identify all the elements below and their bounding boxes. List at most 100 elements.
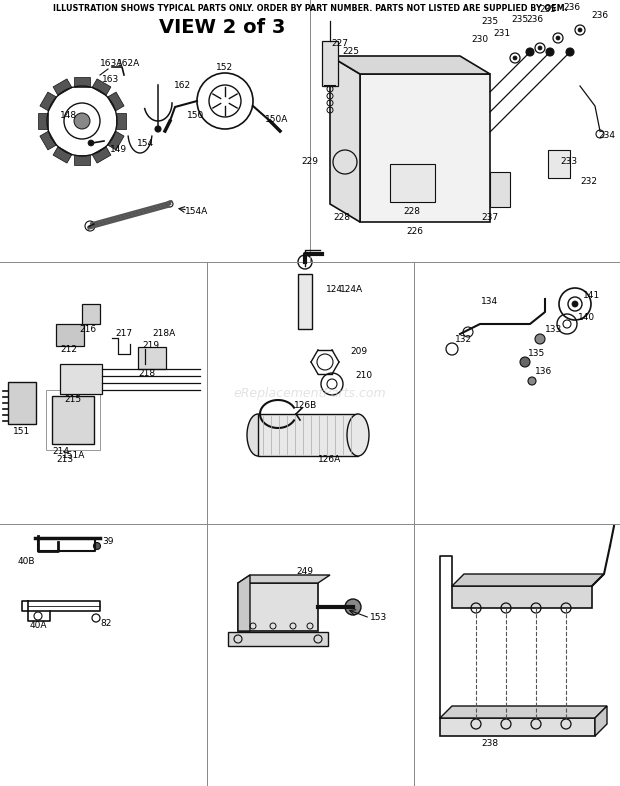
Circle shape [88,140,94,146]
Text: 39: 39 [102,537,113,545]
Polygon shape [38,113,48,129]
Text: 214: 214 [52,447,69,457]
Text: 236: 236 [526,16,544,24]
Text: 134: 134 [482,297,498,307]
Polygon shape [53,146,72,163]
Polygon shape [452,574,604,586]
Bar [390,164,435,202]
Circle shape [566,48,574,56]
Text: 216: 216 [79,325,97,333]
Text: 133: 133 [545,325,562,333]
Text: 150: 150 [187,111,204,119]
Bar [56,324,84,346]
Polygon shape [40,92,56,111]
Polygon shape [595,706,607,736]
Text: 226: 226 [407,227,423,237]
Circle shape [94,542,100,549]
Bar [52,396,94,444]
Bar [60,364,102,394]
Polygon shape [238,575,330,583]
Circle shape [345,599,361,615]
Text: 219: 219 [142,341,159,351]
Bar [452,586,592,608]
Bar [360,74,490,222]
Text: 140: 140 [578,314,595,322]
Polygon shape [116,113,126,129]
Text: 228: 228 [404,208,420,216]
Text: 232: 232 [580,177,597,185]
Bar [440,718,595,736]
Polygon shape [107,92,124,111]
Bar [322,41,338,86]
Polygon shape [74,155,90,165]
Bar [46,390,100,450]
Text: 238: 238 [482,740,498,748]
Text: 218: 218 [138,369,155,379]
Bar [238,583,318,631]
Polygon shape [92,79,111,96]
Circle shape [556,36,560,40]
Text: 154: 154 [137,138,154,148]
Text: 149: 149 [110,145,127,153]
Ellipse shape [247,414,269,456]
Circle shape [578,28,582,32]
Text: 126A: 126A [319,454,342,464]
Circle shape [528,377,536,385]
Text: 82: 82 [100,619,112,629]
Text: 163A: 163A [100,58,123,68]
Text: 150A: 150A [265,115,288,123]
Polygon shape [330,56,490,74]
Circle shape [526,48,534,56]
Text: 126B: 126B [294,402,317,410]
Text: 231: 231 [494,30,510,39]
Circle shape [572,301,578,307]
Text: 162: 162 [174,82,191,90]
Polygon shape [53,79,72,96]
Text: 132: 132 [455,335,472,343]
Text: 235: 235 [539,6,557,14]
Text: 162A: 162A [117,58,140,68]
Text: 148: 148 [60,112,77,120]
Polygon shape [40,131,56,150]
Text: 227: 227 [332,39,348,49]
Text: 236: 236 [591,10,609,20]
Text: 235: 235 [512,14,529,24]
Text: 124A: 124A [340,285,363,293]
Text: eReplacementParts.com: eReplacementParts.com [234,387,386,399]
Text: 151: 151 [14,428,30,436]
Text: 210: 210 [355,372,372,380]
Circle shape [546,48,554,56]
Text: 249: 249 [296,567,314,575]
Polygon shape [74,77,90,87]
Text: 237: 237 [482,212,498,222]
Text: 234: 234 [598,131,615,141]
Text: 233: 233 [560,156,577,166]
Text: 229: 229 [301,157,319,167]
Text: 225: 225 [342,46,359,56]
Text: 163: 163 [102,75,119,83]
Text: ILLUSTRATION SHOWS TYPICAL PARTS ONLY. ORDER BY PART NUMBER. PARTS NOT LISTED AR: ILLUSTRATION SHOWS TYPICAL PARTS ONLY. O… [53,4,567,13]
Text: 124: 124 [326,285,343,293]
Polygon shape [330,56,360,222]
Bar [490,172,510,207]
Text: 40B: 40B [18,556,35,565]
Text: 141: 141 [583,292,600,300]
Circle shape [520,357,530,367]
Text: 151A: 151A [62,451,86,461]
Text: 153: 153 [370,614,388,623]
Text: 218A: 218A [152,329,175,339]
Circle shape [535,334,545,344]
Text: 40A: 40A [30,622,48,630]
Bar [258,414,358,456]
Text: 230: 230 [471,35,489,43]
Text: 215: 215 [64,395,81,403]
Circle shape [513,56,517,60]
Bar [298,274,312,329]
Text: 228: 228 [334,212,350,222]
Text: 154A: 154A [185,208,208,216]
Polygon shape [92,146,111,163]
Bar [228,632,328,646]
Text: VIEW 2 of 3: VIEW 2 of 3 [159,18,285,37]
Circle shape [538,46,542,50]
Text: 135: 135 [528,350,545,358]
